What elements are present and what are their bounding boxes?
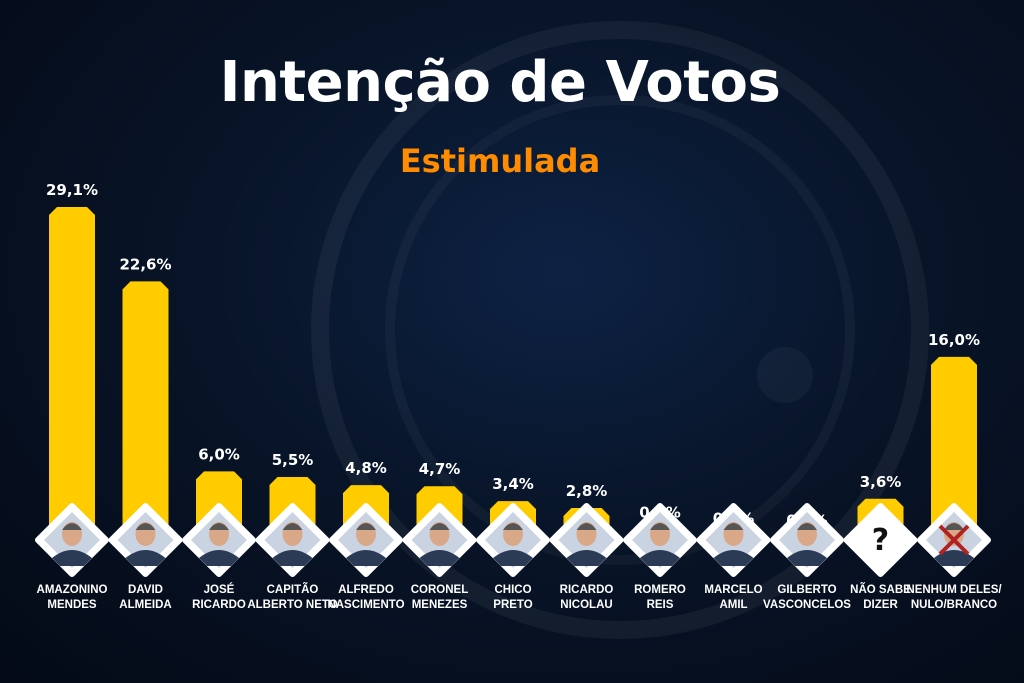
candidate-name: Romero Reis (612, 583, 708, 613)
candidate-name: Marcelo Amil (686, 583, 782, 613)
candidate-photo-icon (770, 503, 844, 577)
bar-value-label: 2,8% (566, 482, 608, 500)
question-mark-icon: ? (843, 503, 918, 577)
page-title: Intenção de Votos (219, 50, 781, 115)
candidate-name-line: nulo/branco (910, 599, 998, 611)
candidate-name-line: Gilberto (777, 584, 837, 596)
candidate-name-line: Reis (646, 599, 674, 611)
candidate-photo-icon (696, 503, 771, 577)
candidate-name-line: Mendes (47, 599, 97, 611)
candidate-name-line: Amil (719, 599, 748, 611)
candidate-photo-icon (623, 503, 697, 577)
candidate-photo-icon (255, 503, 330, 577)
page-subtitle: Estimulada (399, 142, 601, 180)
candidate-name-line: Não sabe (850, 584, 911, 596)
candidate-name-line: Nascimento (327, 599, 405, 611)
candidate-name: Nenhum deles/nulo/branco (906, 583, 1002, 613)
candidate-name-line: Menezes (411, 599, 468, 611)
bar (931, 356, 977, 540)
candidate-name-line: David (128, 584, 163, 596)
candidate-name-line: Ricardo (192, 599, 246, 611)
candidate-name: David Almeida (98, 583, 194, 613)
candidate-name: Não sabe dizer (833, 583, 929, 613)
candidate-name-line: Ricardo (559, 584, 614, 596)
candidate-name-line: Vasconcelos (763, 599, 851, 611)
person-crossed-icon (917, 503, 991, 577)
candidate-name: Coronel Menezes (392, 583, 488, 613)
candidate-name: José Ricardo (171, 583, 267, 613)
candidate-photo-icon (329, 503, 403, 577)
candidate-photo-icon (182, 503, 256, 577)
candidate-name-line: Alberto Neto (247, 599, 338, 611)
candidate-name-line: dizer (863, 599, 898, 611)
bar-value-label: 22,6% (119, 255, 171, 273)
candidate-name-line: Alfredo (338, 584, 394, 596)
candidate-photo-icon (35, 503, 109, 577)
bar-value-label: 6,0% (198, 445, 240, 463)
candidate-name-line: Romero (634, 584, 686, 596)
candidate-name-line: Nicolau (560, 599, 613, 611)
bar-value-label: 3,6% (860, 473, 902, 491)
bar-value-label: 29,1% (46, 181, 98, 199)
candidate-name: Gilberto Vasconcelos (759, 583, 855, 613)
bar-value-label: 5,5% (272, 451, 314, 469)
bar-value-label: 3,4% (492, 475, 534, 493)
candidate-name-line: Nenhum deles/ (906, 584, 1002, 596)
candidate-name-line: Almeida (119, 599, 172, 611)
bar (122, 281, 169, 540)
candidate-name: Alfredo Nascimento (318, 583, 414, 613)
candidate-photo-icon (108, 503, 183, 577)
bar (49, 207, 95, 540)
bar-value-label: 4,7% (419, 460, 461, 478)
candidate-name-line: Marcelo (704, 584, 763, 596)
candidate-name-line: Preto (493, 599, 533, 611)
candidate-photo-icon (476, 503, 550, 577)
candidate-name: Amazonino Mendes (24, 583, 120, 613)
bar-value-label: 16,0% (928, 331, 980, 349)
candidate-name-line: Capitão (266, 584, 319, 596)
candidate-photo-icon (402, 503, 477, 577)
candidate-name-line: Amazonino (36, 584, 108, 596)
candidate-name-line: Chico (494, 584, 532, 596)
svg-text:?: ? (872, 523, 889, 558)
candidate-photo-icon (549, 503, 624, 577)
bar-value-label: 4,8% (345, 459, 387, 477)
candidate-name: Ricardo Nicolau (539, 583, 635, 613)
candidate-name: Capitão Alberto Neto (245, 583, 341, 613)
candidate-name-line: Coronel (410, 584, 469, 596)
candidate-name-line: José (203, 584, 235, 596)
candidate-name: Chico Preto (465, 583, 561, 613)
